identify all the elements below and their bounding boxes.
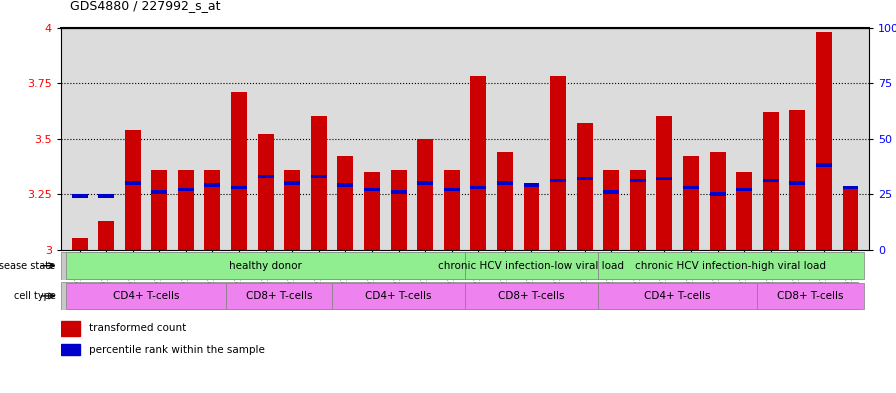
Bar xyxy=(61,344,80,355)
Bar xyxy=(598,252,864,279)
Bar xyxy=(99,221,114,250)
Text: CD4+ T-cells: CD4+ T-cells xyxy=(644,291,711,301)
Bar xyxy=(577,123,592,250)
Bar xyxy=(683,185,699,189)
Bar xyxy=(258,134,273,250)
Bar xyxy=(497,152,513,250)
Bar xyxy=(364,188,380,191)
Bar xyxy=(151,190,168,194)
Bar xyxy=(311,116,327,250)
Bar xyxy=(497,181,513,185)
Bar xyxy=(470,185,487,189)
Text: chronic HCV infection-high viral load: chronic HCV infection-high viral load xyxy=(635,261,826,271)
Bar xyxy=(842,187,858,250)
Bar xyxy=(391,170,407,250)
Bar xyxy=(204,170,220,250)
Bar xyxy=(465,252,598,279)
Text: percentile rank within the sample: percentile rank within the sample xyxy=(90,345,265,355)
Bar xyxy=(577,177,592,180)
Bar xyxy=(418,138,433,250)
Bar xyxy=(258,174,273,178)
Text: chronic HCV infection-low viral load: chronic HCV infection-low viral load xyxy=(438,261,625,271)
Bar xyxy=(603,170,619,250)
Bar xyxy=(470,76,487,250)
Bar xyxy=(842,185,858,189)
Bar xyxy=(231,92,247,250)
Bar xyxy=(125,181,141,185)
Bar xyxy=(66,283,226,309)
Bar xyxy=(737,172,752,250)
Bar xyxy=(332,283,465,309)
Bar xyxy=(151,170,168,250)
Bar xyxy=(444,188,460,191)
Text: transformed count: transformed count xyxy=(90,323,186,333)
Bar xyxy=(816,32,831,250)
Bar xyxy=(630,179,646,182)
Text: CD8+ T-cells: CD8+ T-cells xyxy=(778,291,844,301)
Bar xyxy=(204,184,220,187)
Bar xyxy=(737,188,752,191)
Bar xyxy=(550,76,566,250)
Bar xyxy=(762,112,779,250)
Bar xyxy=(465,283,598,309)
Text: CD4+ T-cells: CD4+ T-cells xyxy=(366,291,432,301)
Bar xyxy=(284,170,300,250)
Bar xyxy=(99,195,114,198)
Bar xyxy=(66,252,465,279)
Bar xyxy=(550,179,566,182)
Bar xyxy=(523,184,539,187)
Bar xyxy=(338,156,353,250)
Text: disease state: disease state xyxy=(0,261,56,271)
Bar xyxy=(178,170,194,250)
Bar xyxy=(657,177,672,180)
Bar xyxy=(418,181,433,185)
Bar xyxy=(61,321,80,336)
Bar xyxy=(284,181,300,185)
Bar xyxy=(762,179,779,182)
Bar xyxy=(683,156,699,250)
Bar xyxy=(311,174,327,178)
Bar xyxy=(391,190,407,194)
Bar xyxy=(231,185,247,189)
Bar xyxy=(710,192,726,196)
Bar xyxy=(789,110,806,250)
Text: CD8+ T-cells: CD8+ T-cells xyxy=(246,291,312,301)
Text: healthy donor: healthy donor xyxy=(229,261,302,271)
Bar xyxy=(72,195,88,198)
Bar xyxy=(603,190,619,194)
Bar xyxy=(523,187,539,250)
Text: CD8+ T-cells: CD8+ T-cells xyxy=(498,291,564,301)
Bar xyxy=(710,152,726,250)
Bar xyxy=(657,116,672,250)
Text: cell type: cell type xyxy=(13,291,56,301)
Bar xyxy=(178,188,194,191)
Text: GDS4880 / 227992_s_at: GDS4880 / 227992_s_at xyxy=(70,0,220,12)
Bar xyxy=(598,283,757,309)
Bar xyxy=(72,239,88,250)
Bar xyxy=(789,181,806,185)
Bar xyxy=(125,130,141,250)
Bar xyxy=(630,170,646,250)
Bar xyxy=(757,283,864,309)
Bar xyxy=(444,170,460,250)
Bar xyxy=(816,163,831,167)
Bar xyxy=(364,172,380,250)
Bar xyxy=(338,184,353,187)
Text: CD4+ T-cells: CD4+ T-cells xyxy=(113,291,179,301)
Bar xyxy=(226,283,332,309)
